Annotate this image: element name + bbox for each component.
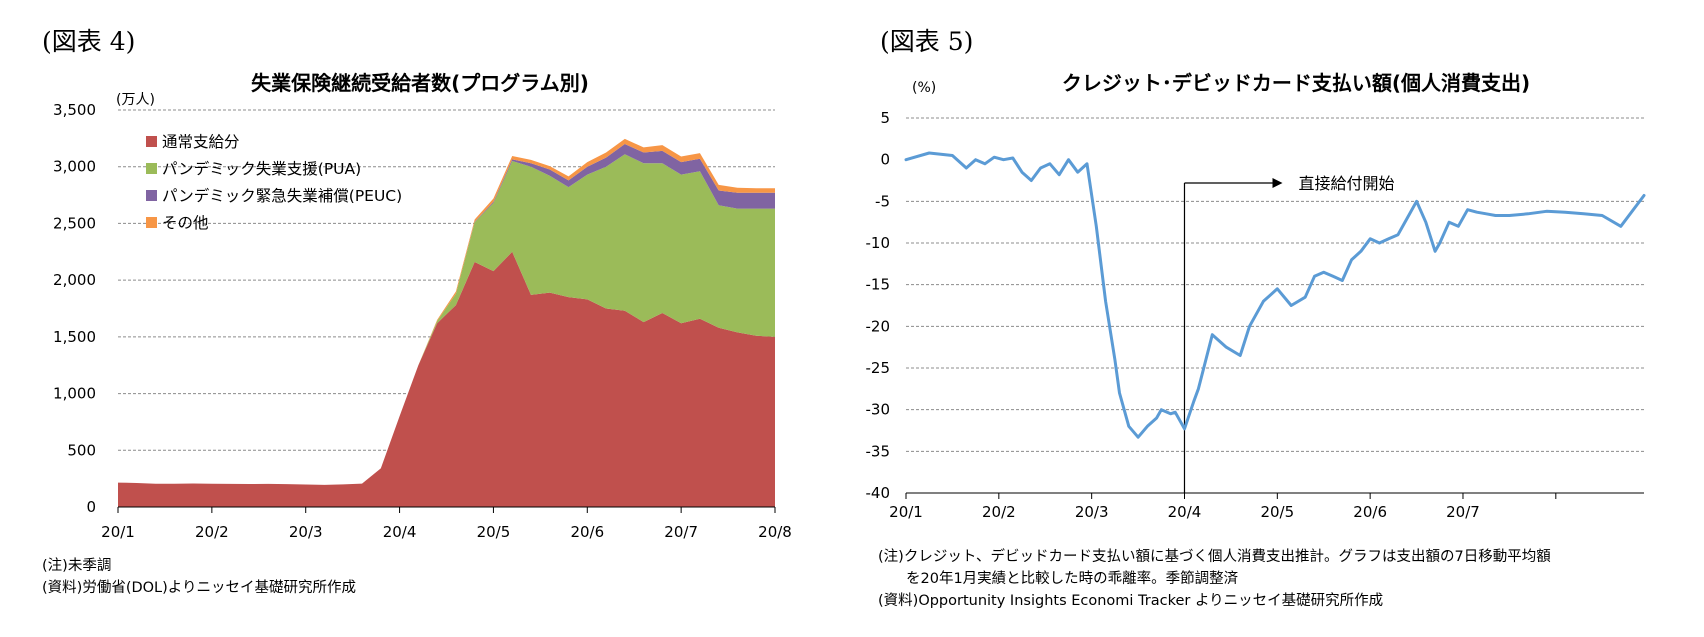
legend-label: 通常支給分 (162, 133, 240, 151)
x-tick-label: 20/2 (195, 523, 229, 541)
legend-swatch (146, 217, 157, 228)
y-tick-label: 2,000 (53, 271, 96, 289)
x-tick-label: 20/5 (477, 523, 511, 541)
y-tick-label: -15 (866, 276, 891, 294)
legend-label: パンデミック緊急失業補償(PEUC) (162, 186, 402, 205)
x-tick-label: 20/6 (1353, 503, 1387, 521)
y-tick-label: -20 (866, 317, 891, 335)
figure-4-notes: (注)未季調 (資料)労働省(DOL)よりニッセイ基礎研究所作成 (42, 555, 356, 599)
y-tick-label: -40 (866, 484, 891, 502)
y-tick-label: 0 (880, 151, 890, 169)
area-series-2 (118, 154, 775, 485)
chart-title: クレジット･デビッドカード支払い額(個人消費支出) (1062, 71, 1530, 95)
y-tick-label: -35 (866, 442, 891, 460)
figure-5-source: (資料)Opportunity Insights Economi Tracker… (878, 593, 1384, 609)
y-tick-label: 5 (880, 109, 890, 127)
x-tick-label: 20/4 (1168, 503, 1202, 521)
x-tick-label: 20/1 (101, 523, 135, 541)
y-tick-label: 0 (86, 498, 96, 516)
y-tick-label: -5 (875, 192, 890, 210)
card-spending-line-chart: クレジット･デビッドカード支払い額(個人消費支出) (%) -40 -35 -30 -25… (866, 71, 1646, 521)
x-tick-label: 20/7 (664, 523, 698, 541)
legend-swatch (146, 136, 157, 147)
figure-5-note-cont: を20年1月実績と比較した時の乖離率。季節調整済 (906, 571, 1239, 587)
area-series-1 (118, 251, 775, 507)
y-tick-label: 1,000 (53, 385, 96, 403)
figure-4-source: (資料)労働省(DOL)よりニッセイ基礎研究所作成 (42, 580, 356, 596)
y-tick-label: -10 (866, 234, 891, 252)
x-tick-label: 20/6 (570, 523, 604, 541)
y-tick-label: 500 (67, 441, 96, 459)
figure-5-note: (注)クレジット、デビッドカード支払い額に基づく個人消費支出推計。グラフは支出額… (878, 549, 1551, 565)
x-tick-label: 20/3 (289, 523, 323, 541)
area-series-3 (118, 144, 775, 485)
annotation-arrow-head (1272, 178, 1283, 188)
legend-swatch (146, 190, 157, 201)
unemployment-claims-area-chart: 失業保険継続受給者数(プログラム別) (万人) 0 500 1,000 1,500 2,00… (53, 71, 792, 541)
figure-5-label: (図表 5) (880, 27, 974, 56)
legend-swatch (146, 163, 157, 174)
y-tick-label: 3,500 (53, 101, 96, 119)
spending-line (904, 151, 1646, 439)
x-tick-label: 20/1 (889, 503, 923, 521)
y-axis-label: (%) (912, 80, 936, 96)
legend-label: その他 (162, 214, 209, 232)
x-tick-label: 20/5 (1260, 503, 1294, 521)
x-tick-label: 20/3 (1075, 503, 1109, 521)
x-tick-label: 20/2 (982, 503, 1016, 521)
x-tick-label: 20/8 (758, 523, 792, 541)
chart-title: 失業保険継続受給者数(プログラム別) (251, 71, 589, 95)
annotation-label: 直接給付開始 (1298, 174, 1394, 193)
x-tick-label: 20/7 (1446, 503, 1480, 521)
y-tick-label: -30 (866, 401, 891, 419)
y-axis-label: (万人) (116, 92, 155, 108)
x-tick-label: 20/4 (383, 523, 417, 541)
legend-label: パンデミック失業支援(PUA) (162, 159, 361, 178)
y-tick-label: 2,500 (53, 214, 96, 232)
y-tick-label: -25 (866, 359, 891, 377)
figure-4-label: (図表 4) (42, 27, 136, 56)
figure-4-note: (注)未季調 (42, 558, 112, 574)
figure-5-notes: (注)クレジット、デビッドカード支払い額に基づく個人消費支出推計。グラフは支出額… (878, 546, 1551, 612)
y-tick-label: 1,500 (53, 328, 96, 346)
area-series-4 (118, 138, 775, 485)
y-tick-label: 3,000 (53, 158, 96, 176)
